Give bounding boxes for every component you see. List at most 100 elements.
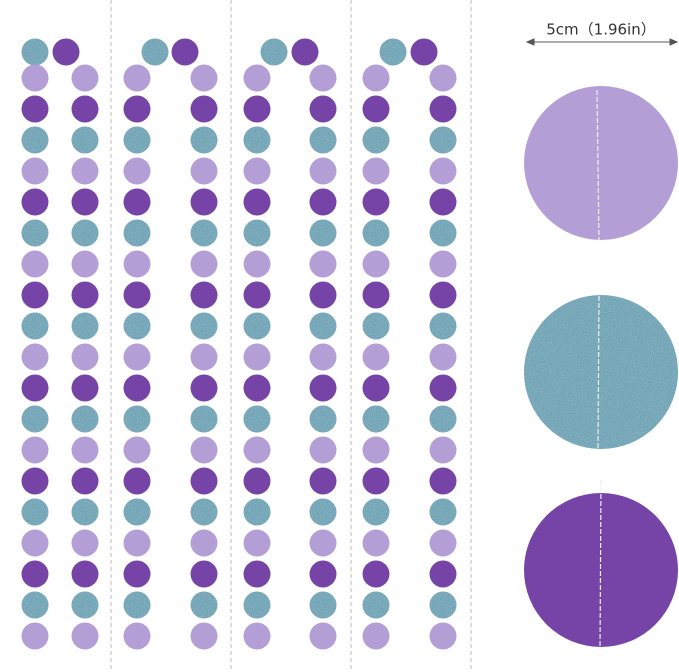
garland-circle [429,467,457,495]
garland-circle [21,374,49,402]
garland-circle [362,436,390,464]
garland-circle [243,560,271,588]
garland-circle [21,436,49,464]
garland-circle [243,374,271,402]
garland-circle [190,622,218,650]
garland-circle [71,95,99,123]
garland-circle [243,622,271,650]
top-circle [52,38,80,66]
garland-circle [309,498,337,526]
garland-circle [71,157,99,185]
garland-circle [243,498,271,526]
garland-circle [21,126,49,154]
garland-circle [123,281,151,309]
garland-circle [362,281,390,309]
garland-circle [21,219,49,247]
garland-circle [123,405,151,433]
garland-circle [309,560,337,588]
garland-circle [190,343,218,371]
dimension-label: 5cm（1.96in） [546,21,655,39]
garland-circle [243,436,271,464]
garland-circle [309,436,337,464]
top-circle [410,38,438,66]
garland-circle [190,281,218,309]
garland-circle [21,622,49,650]
garland-circle [362,374,390,402]
garland-circle [362,498,390,526]
garland-circle [71,591,99,619]
garland-circle [123,250,151,278]
garland-circle [71,126,99,154]
garland-circle [362,188,390,216]
garland-circle [123,622,151,650]
garland-circle [123,529,151,557]
garland-circle [123,591,151,619]
garland-circle [123,157,151,185]
garland-circle [243,250,271,278]
garland-circle [123,436,151,464]
garland-circle [21,64,49,92]
garland-circle [429,188,457,216]
garland-circle [190,126,218,154]
garland-circle [190,312,218,340]
garland-circle [309,343,337,371]
garland-circle [243,312,271,340]
garland-circle [190,64,218,92]
garland-circle [429,591,457,619]
garland-circle [190,467,218,495]
garland-circle [309,591,337,619]
garland-circle [21,405,49,433]
garland-circle [429,95,457,123]
garland-circle [21,312,49,340]
garland-circle [71,622,99,650]
garland-circle [123,219,151,247]
garland-circle [429,560,457,588]
garland-circle [190,529,218,557]
garland-circle [71,312,99,340]
garland-circle [362,343,390,371]
garland-circle [190,157,218,185]
garland-circle [362,467,390,495]
garland-circle [309,281,337,309]
top-circle [379,38,407,66]
garland-circle [362,312,390,340]
garland-circle [123,188,151,216]
garland-circle [309,374,337,402]
seam [597,295,600,450]
garland-circle [362,64,390,92]
garland-circle [309,467,337,495]
dimension-indicator [525,38,679,46]
garland-circle [309,529,337,557]
lavender-circle [524,86,678,240]
purple-circle [524,493,678,647]
garland-circle [123,467,151,495]
garland-circle [309,622,337,650]
garland-circle [190,188,218,216]
teal-circle [524,295,678,449]
garland-circle [123,498,151,526]
garland-circle [309,126,337,154]
garland-circle [71,281,99,309]
garland-circle [243,281,271,309]
garland-circle [21,250,49,278]
garland-circle [71,405,99,433]
garland-circle [429,157,457,185]
garland-circle [362,560,390,588]
garland-circle [190,436,218,464]
garland-circle [21,591,49,619]
top-circle [260,38,288,66]
garland-circle [71,250,99,278]
garland-circle [429,281,457,309]
garland-circle [190,591,218,619]
garland-circle [362,157,390,185]
garland-circle [429,219,457,247]
garland-circle [21,560,49,588]
separators [110,0,472,672]
garland-circle [362,529,390,557]
garland-circle [309,312,337,340]
garland-circle [429,436,457,464]
large-circles [524,86,678,651]
garland-circle [190,374,218,402]
